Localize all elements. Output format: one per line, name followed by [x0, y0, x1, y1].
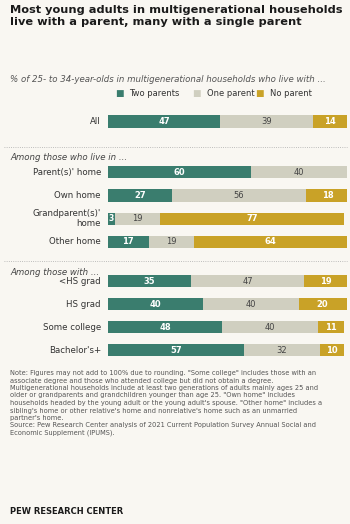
Bar [220, 115, 313, 127]
Bar [108, 321, 223, 333]
Text: 77: 77 [246, 214, 258, 223]
Text: Among those who live in ...: Among those who live in ... [10, 153, 128, 162]
Text: 56: 56 [234, 191, 245, 200]
Bar [318, 321, 344, 333]
Text: All: All [90, 117, 101, 126]
Text: Bachelor's+: Bachelor's+ [49, 346, 101, 355]
Bar [108, 236, 148, 248]
Text: 20: 20 [317, 300, 328, 309]
Text: 39: 39 [261, 117, 272, 126]
Text: 32: 32 [277, 346, 287, 355]
Bar [191, 275, 303, 287]
Text: HS grad: HS grad [66, 300, 101, 309]
Text: Two parents: Two parents [130, 89, 180, 98]
Bar [108, 190, 173, 202]
Bar [313, 115, 346, 127]
Text: 47: 47 [158, 117, 170, 126]
Text: 18: 18 [322, 191, 333, 200]
Bar [115, 213, 160, 225]
Text: Own home: Own home [55, 191, 101, 200]
Bar [299, 298, 346, 310]
Text: No parent: No parent [270, 89, 312, 98]
Text: Note: Figures may not add to 100% due to rounding. "Some college" includes those: Note: Figures may not add to 100% due to… [10, 370, 323, 436]
Text: Among those with ...: Among those with ... [10, 268, 100, 277]
Bar [251, 166, 346, 178]
Bar [108, 115, 220, 127]
Text: 40: 40 [265, 323, 275, 332]
Text: Some college: Some college [43, 323, 101, 332]
Bar [203, 298, 299, 310]
Text: 35: 35 [144, 277, 155, 286]
Text: 3: 3 [109, 214, 114, 223]
Text: 40: 40 [150, 300, 161, 309]
Text: 40: 40 [246, 300, 256, 309]
Bar [108, 344, 244, 356]
Text: Most young adults in multigenerational households
live with a parent, many with : Most young adults in multigenerational h… [10, 5, 343, 27]
Text: ■: ■ [256, 89, 264, 98]
Text: 10: 10 [327, 346, 338, 355]
Bar [244, 344, 320, 356]
Text: 19: 19 [320, 277, 332, 286]
Bar [194, 236, 346, 248]
Bar [303, 275, 349, 287]
Bar [160, 213, 344, 225]
Bar [108, 166, 251, 178]
Text: % of 25- to 34-year-olds in multigenerational households who live with ...: % of 25- to 34-year-olds in multigenerat… [10, 75, 326, 84]
Text: 27: 27 [134, 191, 146, 200]
Text: Grandparent(s)'
home: Grandparent(s)' home [33, 209, 101, 228]
Bar [108, 213, 115, 225]
Text: Other home: Other home [49, 237, 101, 246]
Text: 19: 19 [166, 237, 176, 246]
Text: One parent: One parent [206, 89, 254, 98]
Bar [306, 190, 349, 202]
Text: 64: 64 [264, 237, 276, 246]
Text: 57: 57 [170, 346, 182, 355]
Bar [148, 236, 194, 248]
Text: ■: ■ [116, 89, 124, 98]
Text: 17: 17 [122, 237, 134, 246]
Bar [173, 190, 306, 202]
Text: 19: 19 [133, 214, 143, 223]
Text: <HS grad: <HS grad [60, 277, 101, 286]
Bar [108, 298, 203, 310]
Text: Parent(s)' home: Parent(s)' home [33, 168, 101, 177]
Text: 60: 60 [174, 168, 186, 177]
Text: 11: 11 [325, 323, 337, 332]
Text: 48: 48 [160, 323, 171, 332]
Bar [108, 275, 191, 287]
Bar [223, 321, 318, 333]
Text: ■: ■ [193, 89, 201, 98]
Text: 40: 40 [294, 168, 304, 177]
Text: 14: 14 [324, 117, 336, 126]
Text: PEW RESEARCH CENTER: PEW RESEARCH CENTER [10, 507, 124, 516]
Text: 47: 47 [242, 277, 253, 286]
Bar [320, 344, 344, 356]
